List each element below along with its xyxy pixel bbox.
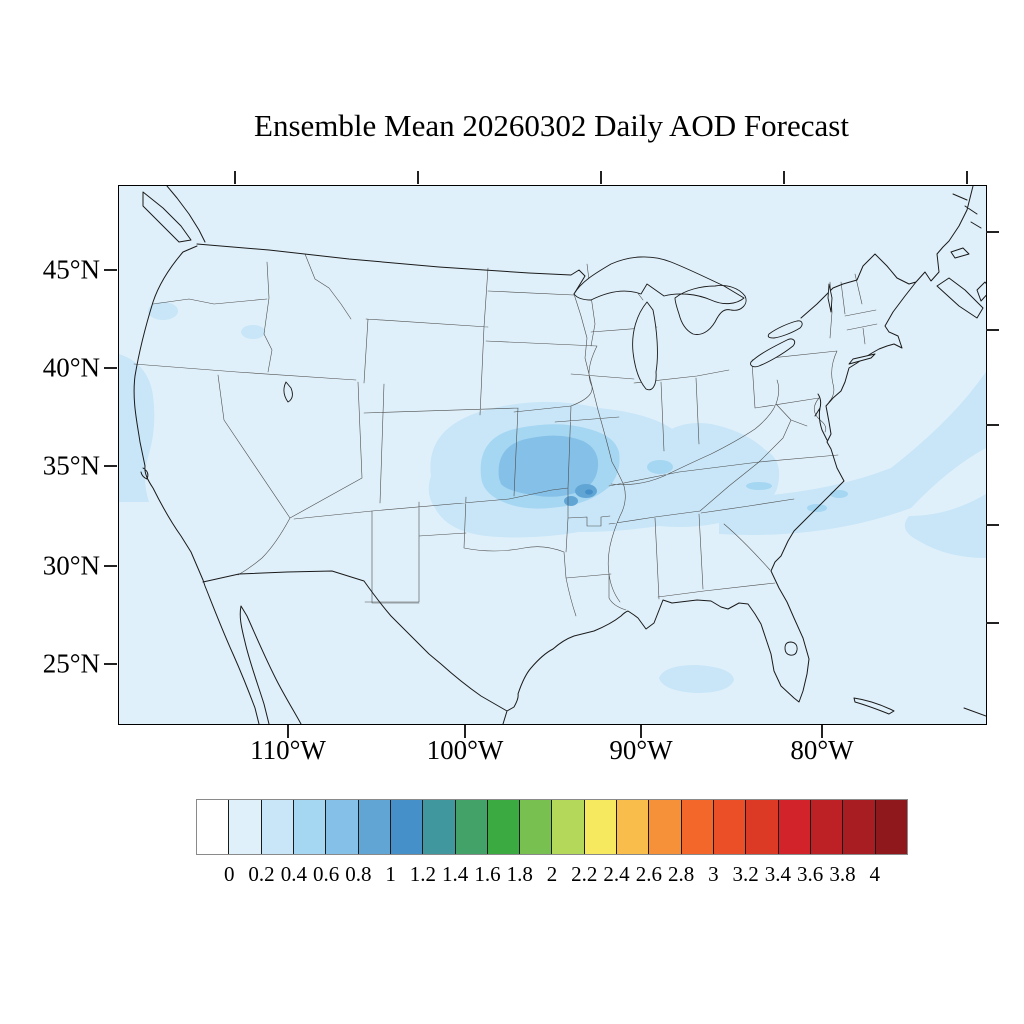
colorbar-tick-label: 0	[224, 862, 235, 886]
colorbar-tick-label: 2.6	[635, 862, 662, 886]
y-axis-label: 25°N	[42, 648, 100, 679]
colorbar-tick-label: 3.8	[829, 862, 856, 886]
colorbar-tick-label: 0.8	[345, 862, 372, 886]
colorbar-cell	[843, 800, 876, 854]
colorbar-cell	[810, 800, 844, 854]
x-axis-tick-top	[966, 171, 968, 184]
great-lakes-path	[283, 256, 833, 656]
state-boundaries-path	[133, 253, 878, 617]
x-axis-label: 80°W	[790, 735, 854, 765]
map-plot	[119, 186, 986, 724]
y-axis-label: 35°N	[42, 450, 100, 481]
aod-contour-level-0.6	[498, 435, 599, 497]
colorbar-cell	[520, 800, 553, 854]
x-axis-label: 100°W	[426, 735, 504, 765]
colorbar-tick-label: 0.6	[312, 862, 340, 886]
coastline-path	[133, 186, 986, 724]
colorbar-cell	[229, 800, 262, 854]
y-axis-label: 30°N	[42, 550, 100, 581]
islands-path	[142, 191, 986, 365]
colorbar-cell	[584, 800, 618, 854]
x-axis-tick-top	[417, 171, 419, 184]
colorbar-cell	[552, 800, 585, 854]
x-axis-tick-bottom	[464, 725, 466, 738]
x-axis-tick-bottom	[287, 725, 289, 738]
x-axis-label: 90°W	[609, 735, 673, 765]
colorbar-tick-label: 1.6	[474, 862, 501, 886]
colorbar	[196, 799, 908, 855]
colorbar-cell	[293, 800, 327, 854]
y-axis-tick-right	[986, 231, 999, 233]
colorbar-tick-label: 2.8	[667, 862, 695, 886]
colorbar-cell	[778, 800, 811, 854]
y-axis-tick-right	[986, 329, 999, 331]
colorbar-tick-label: 0.2	[248, 862, 275, 886]
colorbar-cell	[714, 800, 747, 854]
y-axis-label: 40°N	[42, 352, 100, 383]
y-axis-tick-left	[104, 663, 117, 665]
colorbar-tick-label: 3	[708, 862, 719, 886]
colorbar-tick-label: 3.6	[797, 862, 824, 886]
colorbar-cell	[326, 800, 359, 854]
x-axis-tick-top	[234, 171, 236, 184]
y-axis-tick-left	[104, 269, 117, 271]
colorbar-cell	[358, 800, 391, 854]
colorbar-cell	[197, 800, 230, 854]
colorbar-tick-label: 2.4	[603, 862, 630, 886]
colorbar-cell	[875, 800, 907, 854]
x-axis-tick-bottom	[821, 725, 823, 738]
colorbar-cell	[423, 800, 456, 854]
colorbar-cell	[390, 800, 424, 854]
colorbar-tick-label: 3.2	[732, 862, 759, 886]
colorbar-cell	[746, 800, 779, 854]
colorbar-tick-label: 0.4	[280, 862, 307, 886]
colorbar-cell	[487, 800, 521, 854]
colorbar-tick-label: 4	[869, 862, 880, 886]
colorbar-cell	[681, 800, 714, 854]
x-axis-label: 110°W	[250, 735, 326, 765]
x-axis-tick-bottom	[640, 725, 642, 738]
y-axis-tick-left	[104, 465, 117, 467]
y-axis-tick-right	[986, 622, 999, 624]
colorbar-tick-label: 1.4	[442, 862, 469, 886]
y-axis-tick-left	[104, 367, 117, 369]
colorbar-tick-label: 3.4	[764, 862, 792, 886]
colorbar-tick-label: 1	[385, 862, 396, 886]
y-axis-label: 45°N	[42, 254, 100, 285]
y-axis-tick-right	[986, 524, 999, 526]
aod-contour-level-1.0	[585, 489, 593, 495]
colorbar-tick-label: 2.2	[571, 862, 598, 886]
x-axis-tick-top	[600, 171, 602, 184]
colorbar-cell	[649, 800, 682, 854]
colorbar-cell	[261, 800, 294, 854]
colorbar-tick-label: 2	[546, 862, 558, 886]
colorbar-tick-label: 1.8	[506, 862, 533, 886]
y-axis-tick-left	[104, 565, 117, 567]
x-axis-tick-top	[783, 171, 785, 184]
colorbar-tick-label: 1.2	[409, 862, 437, 886]
colorbar-cell	[455, 800, 488, 854]
y-axis-tick-right	[986, 424, 999, 426]
plot-title: Ensemble Mean 20260302 Daily AOD Forecas…	[254, 108, 849, 143]
map-frame	[118, 185, 987, 725]
colorbar-cell	[617, 800, 650, 854]
